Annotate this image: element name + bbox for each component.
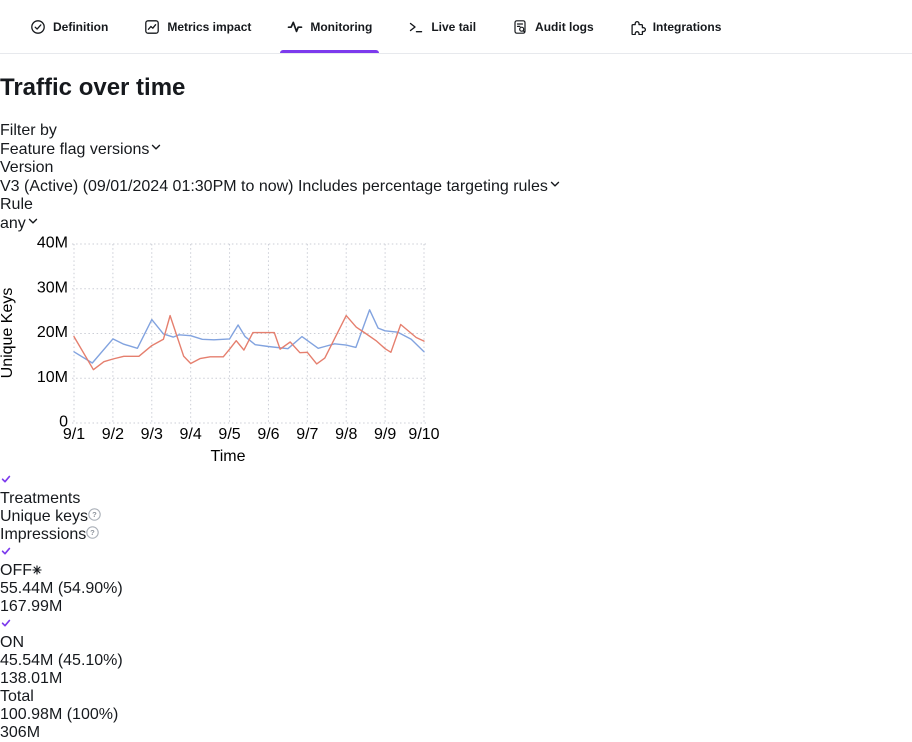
tab-label: Integrations <box>652 19 722 34</box>
total-row: Total 100.98M (100%) 306M <box>0 688 912 742</box>
filter-label-rule: Rule <box>0 195 33 213</box>
impressions-value: 138.01M <box>0 669 63 687</box>
audit-logs-icon <box>512 19 528 35</box>
total-unique-keys-value: 100.98M (100%) <box>0 705 119 723</box>
unique-keys-value: 45.54M (45.10%) <box>0 651 123 669</box>
integrations-icon <box>630 19 646 35</box>
y-tick-label: 40M <box>37 234 68 251</box>
treatment-label: OFF <box>0 561 32 579</box>
total-label: Total <box>0 687 34 705</box>
filter-row-version: Version V3 (Active) (09/01/2024 01:30PM t… <box>0 159 912 196</box>
y-tick-label: 30M <box>37 279 68 296</box>
tab-label: Live tail <box>431 19 477 34</box>
tab-monitoring[interactable]: Monitoring <box>280 0 380 53</box>
select-value: V3 (Active) (09/01/2024 01:30PM to now) … <box>0 177 548 195</box>
treatment-label: ON <box>0 633 24 651</box>
filter-row-rule: Rule any <box>0 196 912 233</box>
x-tick-label: 9/4 <box>180 426 202 443</box>
tab-integrations[interactable]: Integrations <box>630 0 722 53</box>
series-line-off <box>73 308 425 364</box>
y-tick-label: 20M <box>37 324 68 341</box>
traffic-content: 0 10M 20M 30M 40M 9/1 9/2 9/3 9/4 9/5 9/6 9/7 9/8 9/9… <box>0 233 912 742</box>
tab-live-tail[interactable]: Live tail <box>408 0 476 53</box>
page-title: Traffic over time <box>0 73 186 101</box>
filter-row-filter-by: Filter by Feature flag versions <box>0 122 912 159</box>
total-impressions-value: 306M <box>0 723 41 741</box>
unique-keys-help-icon[interactable]: ? <box>88 508 101 525</box>
y-tick-label: 0 <box>59 413 68 430</box>
select-all-checkbox[interactable] <box>0 472 912 490</box>
traffic-chart: 0 10M 20M 30M 40M 9/1 9/2 9/3 9/4 9/5 9/6 9/7 9/8 9/9… <box>0 233 912 472</box>
unique-keys-header: Unique keys <box>0 507 89 525</box>
traffic-chart-canvas: 0 10M 20M 30M 40M 9/1 9/2 9/3 9/4 9/5 9/6 9/7 9/8 9/9… <box>0 234 440 465</box>
y-axis-title: Unique Keys <box>0 287 16 378</box>
default-treatment-icon <box>32 562 42 579</box>
tab-label: Definition <box>53 19 109 34</box>
tab-label: Audit logs <box>535 19 594 34</box>
x-tick-label: 9/5 <box>218 426 240 443</box>
filter-panel: Filter by Feature flag versions Version V3 … <box>0 122 912 233</box>
impressions-header: Impressions <box>0 525 87 543</box>
select-value: Feature flag versions <box>0 140 150 158</box>
y-tick-label: 10M <box>37 369 68 386</box>
x-tick-label: 9/2 <box>102 426 124 443</box>
row-checkbox-on[interactable] <box>0 616 912 634</box>
x-axis-title: Time <box>211 448 246 465</box>
select-value: any <box>0 214 26 232</box>
metrics-impact-icon <box>144 19 160 35</box>
tab-bar: Definition Metrics impact Monitoring Live t… <box>0 0 912 54</box>
x-tick-label: 9/1 <box>63 426 85 443</box>
tab-audit-logs[interactable]: Audit logs <box>512 0 594 53</box>
x-tick-label: 9/3 <box>141 426 163 443</box>
unique-keys-value: 55.44M (54.90%) <box>0 579 123 597</box>
treatment-row-on: ON 45.54M (45.10%) 138.01M <box>0 616 912 688</box>
rule-select[interactable]: any <box>0 214 912 233</box>
tab-metrics-impact[interactable]: Metrics impact <box>144 0 251 53</box>
treatments-header: Treatments <box>0 489 81 507</box>
chevron-down-icon <box>149 141 163 158</box>
impressions-help-icon[interactable]: ? <box>86 526 99 543</box>
treatments-table: Treatments Unique keys? Impressions? OFF 55.… <box>0 472 912 742</box>
x-tick-label: 9/10 <box>408 426 439 443</box>
svg-text:?: ? <box>90 528 95 537</box>
chevron-down-icon <box>548 178 562 195</box>
x-tick-label: 9/9 <box>374 426 396 443</box>
series-line-on <box>73 314 425 371</box>
monitoring-icon <box>287 19 303 35</box>
tab-label: Metrics impact <box>167 19 252 34</box>
x-tick-label: 9/8 <box>335 426 357 443</box>
filter-label-version: Version <box>0 158 54 176</box>
x-tick-label: 9/7 <box>296 426 318 443</box>
filter-label-filter-by: Filter by <box>0 121 57 139</box>
version-select[interactable]: V3 (Active) (09/01/2024 01:30PM to now) … <box>0 177 912 196</box>
impressions-value: 167.99M <box>0 597 63 615</box>
treatment-row-off: OFF 55.44M (54.90%) 167.99M <box>0 544 912 616</box>
row-checkbox-off[interactable] <box>0 544 912 562</box>
chevron-down-icon <box>26 215 40 232</box>
table-header-row: Treatments Unique keys? Impressions? <box>0 472 912 544</box>
tab-label: Monitoring <box>310 19 373 34</box>
definition-icon <box>30 19 46 35</box>
tab-definition[interactable]: Definition <box>30 0 108 53</box>
live-tail-icon <box>408 19 424 35</box>
x-tick-label: 9/6 <box>257 426 279 443</box>
filter-by-select[interactable]: Feature flag versions <box>0 140 912 159</box>
svg-text:?: ? <box>92 510 97 519</box>
active-tab-indicator <box>280 50 380 53</box>
